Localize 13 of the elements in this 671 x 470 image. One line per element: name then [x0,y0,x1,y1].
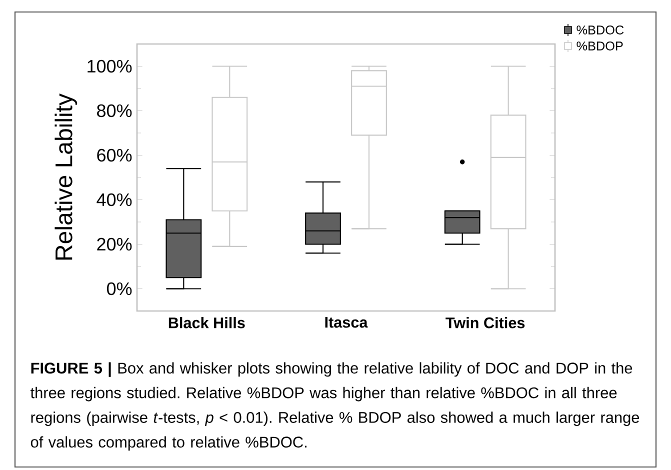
y-axis-title: Relative Lability [54,94,78,260]
y-tick-label: 60% [97,148,132,162]
text: FIGURE 5 | Box and whisker plots showing the relative lability of DOC and DOP in the three regions studied. Relative %BDOP was higher than relative %BDOC in all three regions (pairwise t-tests, p < 0.01). Relative % BDOP also showed a much larger range of values compared to relative %BDOC. [30,362,640,451]
x-tick-label: Itasca [325,317,368,328]
y-tick-label: 20% [97,238,132,251]
x-tick-label: Black Hills [168,317,245,328]
y-tick-label: 80% [97,104,132,118]
y-tick-label: 100% [88,60,132,73]
y-tick-label: 0% [106,282,132,296]
legend-label: %BDOP [576,42,623,50]
legend-label: %BDOC [576,26,624,34]
y-tick-label: 40% [96,193,132,206]
x-tick-label: Twin Cities [446,317,525,328]
